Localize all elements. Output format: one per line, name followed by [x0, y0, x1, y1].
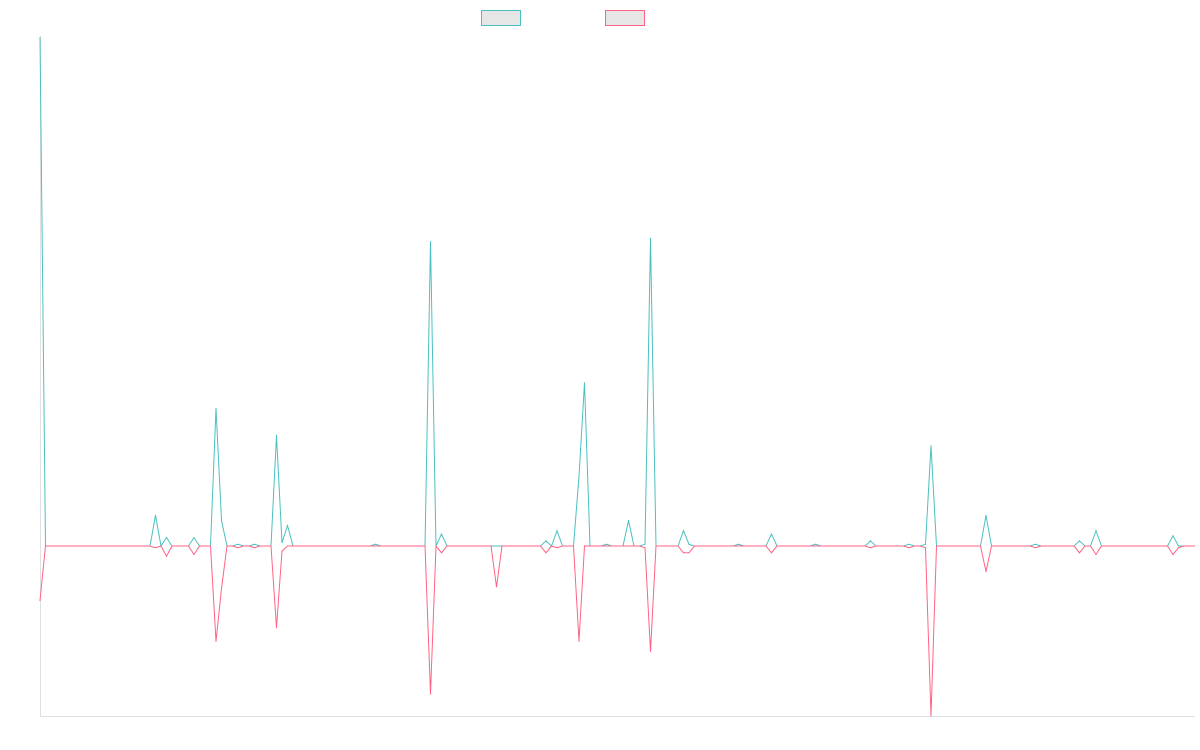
- data-point: [908, 543, 910, 545]
- series-line-0: [39, 37, 1195, 548]
- data-point: [154, 547, 157, 549]
- data-point: [253, 547, 256, 549]
- data-point: [275, 627, 278, 629]
- data-point: [924, 543, 927, 545]
- data-point: [39, 37, 41, 39]
- data-point: [429, 693, 432, 695]
- data-point: [1095, 530, 1097, 532]
- data-point: [215, 407, 217, 409]
- legend-item-1[interactable]: [605, 10, 645, 26]
- data-point: [545, 552, 547, 554]
- data-point: [1078, 540, 1081, 542]
- series-1: [39, 544, 1195, 717]
- data-point: [985, 514, 987, 517]
- data-point: [374, 543, 377, 545]
- data-point: [1172, 553, 1174, 556]
- data-point: [682, 552, 685, 554]
- data-point: [1078, 552, 1081, 554]
- data-point: [688, 552, 690, 554]
- data-point: [814, 543, 817, 545]
- data-point: [649, 650, 652, 653]
- data-point: [644, 543, 646, 545]
- data-point: [237, 547, 239, 549]
- data-point: [556, 530, 558, 532]
- data-point: [869, 547, 872, 549]
- data-point: [908, 547, 910, 549]
- data-point: [556, 547, 558, 549]
- data-point: [930, 445, 932, 447]
- data-point: [39, 599, 41, 602]
- data-point: [770, 552, 773, 554]
- data-point: [627, 519, 630, 522]
- data-point: [869, 540, 872, 542]
- legend: [481, 10, 645, 26]
- data-point: [924, 547, 927, 549]
- data-point: [605, 543, 608, 545]
- data-point: [985, 570, 987, 573]
- data-point: [1034, 547, 1037, 549]
- series-line-1: [39, 544, 1195, 717]
- data-point: [440, 533, 443, 535]
- data-point: [165, 555, 168, 557]
- data-point: [770, 533, 773, 535]
- data-point: [253, 543, 256, 545]
- data-point: [281, 542, 283, 544]
- data-point: [275, 434, 278, 437]
- data-point: [578, 640, 580, 642]
- data-point: [688, 543, 690, 545]
- series-group: [39, 37, 1195, 717]
- data-point: [737, 543, 740, 545]
- data-point: [583, 382, 586, 384]
- series-0: [39, 37, 1195, 548]
- data-point: [1177, 547, 1180, 549]
- data-point: [220, 587, 223, 590]
- data-point: [154, 514, 157, 517]
- data-point: [930, 715, 932, 717]
- data-point: [682, 530, 685, 532]
- data-point: [495, 586, 498, 588]
- legend-swatch[interactable]: [605, 10, 645, 26]
- data-point: [220, 519, 223, 522]
- data-point: [165, 536, 168, 539]
- data-point: [215, 640, 217, 642]
- data-point: [440, 552, 443, 554]
- data-point: [193, 536, 195, 539]
- data-point: [429, 241, 432, 243]
- data-point: [1034, 543, 1037, 545]
- data-point: [649, 237, 652, 239]
- data-point: [193, 553, 195, 556]
- data-point: [286, 525, 289, 527]
- data-point: [545, 540, 547, 542]
- data-point: [644, 547, 646, 549]
- data-point: [237, 543, 239, 545]
- data-point: [1172, 535, 1174, 537]
- data-point: [281, 550, 283, 552]
- data-point: [1095, 553, 1097, 556]
- legend-item-0[interactable]: [481, 10, 521, 26]
- data-point: [578, 475, 580, 477]
- legend-swatch[interactable]: [481, 10, 521, 26]
